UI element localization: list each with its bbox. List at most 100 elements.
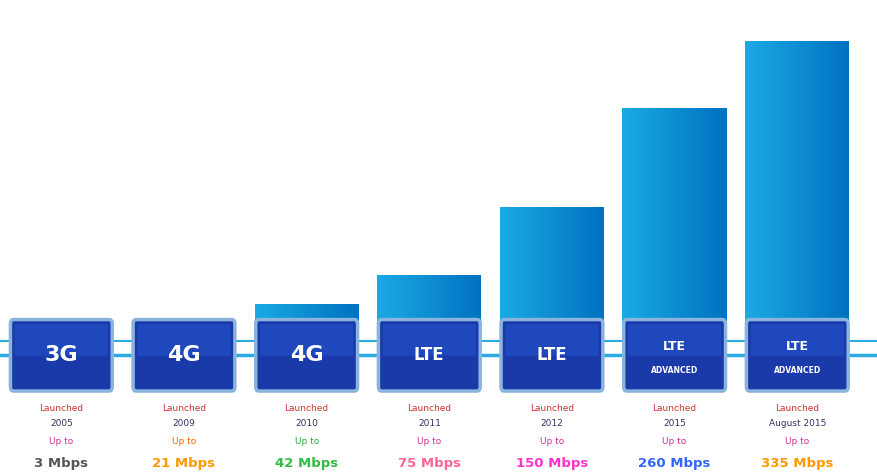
Bar [711,108,712,342]
Bar [805,40,806,342]
Bar [839,40,840,342]
Bar [581,207,582,342]
Bar [105,339,107,342]
Bar [404,275,406,342]
Bar [649,108,650,342]
Bar [16,339,17,342]
Bar [506,207,508,342]
Text: Up to: Up to [49,437,74,446]
Bar [646,108,647,342]
Text: 21 Mbps: 21 Mbps [153,457,216,470]
Bar [559,207,560,342]
Bar [789,40,791,342]
Bar [687,108,688,342]
Text: Up to: Up to [295,437,318,446]
Bar [703,108,704,342]
Bar [396,275,398,342]
Bar [549,207,551,342]
Bar [762,40,763,342]
Bar [312,304,313,342]
Bar [476,275,477,342]
Bar [110,339,111,342]
Bar [64,339,65,342]
Bar [317,304,318,342]
Bar [653,108,655,342]
Bar [795,40,796,342]
Bar [746,40,748,342]
Bar [81,339,82,342]
Bar [455,275,457,342]
Bar [832,40,834,342]
Bar [583,207,585,342]
Bar [75,339,77,342]
Bar [541,207,543,342]
Bar [150,323,152,342]
Bar [39,339,40,342]
Bar [345,304,346,342]
Bar [80,339,81,342]
Bar [351,304,353,342]
Text: 335 Mbps: 335 Mbps [761,457,833,470]
Bar [267,304,269,342]
Bar [389,275,390,342]
Bar [463,275,465,342]
Bar [157,323,158,342]
Bar [147,323,149,342]
Bar [639,108,641,342]
Bar [196,323,197,342]
Bar [669,108,671,342]
Bar [419,275,420,342]
Bar [273,304,274,342]
Text: 2005: 2005 [50,419,73,428]
Bar [557,207,559,342]
Bar [230,323,231,342]
Bar [625,108,626,342]
Bar [94,339,96,342]
Bar [724,108,725,342]
Bar [578,207,580,342]
Bar [796,40,797,342]
FancyBboxPatch shape [138,324,231,356]
Bar [474,275,475,342]
Bar [50,339,51,342]
Bar [458,275,460,342]
Bar [544,207,545,342]
Bar [540,207,541,342]
Bar [501,207,503,342]
Bar [760,40,762,342]
Bar [132,323,133,342]
Bar [573,207,574,342]
Bar [830,40,831,342]
Bar [586,207,587,342]
FancyBboxPatch shape [382,324,476,356]
Bar [661,108,663,342]
Bar [232,323,233,342]
Bar [505,207,506,342]
Bar [388,275,389,342]
Bar [597,207,599,342]
Bar [342,304,343,342]
Bar [509,207,510,342]
Bar [681,108,682,342]
Bar [30,339,32,342]
Bar [214,323,215,342]
Bar [265,304,267,342]
Bar [552,207,553,342]
Bar [168,323,169,342]
Bar [158,323,160,342]
Bar [818,40,819,342]
Bar [722,108,723,342]
Bar [560,207,561,342]
Bar [725,108,727,342]
Bar [434,275,436,342]
Bar [346,304,347,342]
Bar [524,207,526,342]
Bar [589,207,591,342]
Bar [338,304,339,342]
Bar [91,339,93,342]
Bar [763,40,765,342]
Bar [553,207,554,342]
Bar [139,323,141,342]
Bar [329,304,330,342]
Bar [720,108,722,342]
